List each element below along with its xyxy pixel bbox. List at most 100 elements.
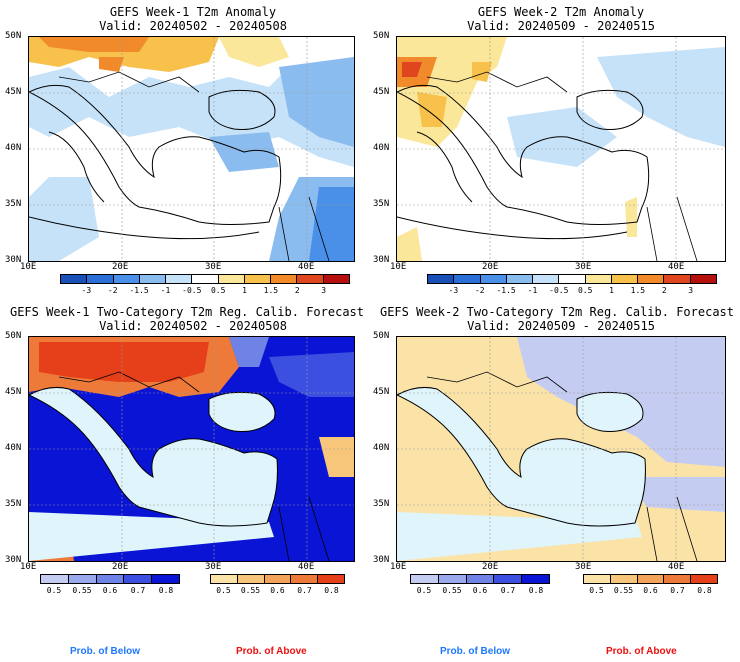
colorbar-swatch xyxy=(559,275,586,283)
lon-label-p2-10e: 10E xyxy=(390,262,407,272)
colorbar-label: 0.55 xyxy=(613,586,634,595)
map-week2-probability-svg xyxy=(397,337,725,561)
lon-label-p4-40e: 40E xyxy=(668,562,685,572)
colorbar-label: 0.7 xyxy=(297,586,312,595)
lat-label-p2-45n: 45N xyxy=(373,87,390,97)
lat-label-p3-50n: 50N xyxy=(5,331,22,341)
lat-label-p2-50n: 50N xyxy=(373,31,390,41)
colorbar-swatch xyxy=(522,575,549,583)
colorbar-swatch xyxy=(61,275,88,283)
lat-label-p3-40n: 40N xyxy=(5,443,22,453)
panel4-title: GEFS Week-2 Two-Category T2m Reg. Calib.… xyxy=(379,305,734,319)
map-week1-anomaly xyxy=(28,36,355,262)
prob-below-colorbar-2: 0.5 0.55 0.6 0.7 0.8 xyxy=(410,574,550,595)
colorbar-label: 0.5 xyxy=(416,586,432,595)
lon-label-p2-20e: 20E xyxy=(482,262,499,272)
prob-above-caption-2: Prob. of Above xyxy=(606,646,677,657)
lat-label-p3-35n: 35N xyxy=(5,499,22,509)
colorbar-label: 3 xyxy=(321,286,327,295)
anomaly-colorbar-2: -3 -2 -1.5 -1 -0.5 0.5 1 1.5 2 3 xyxy=(427,274,717,295)
colorbar-swatch xyxy=(211,575,238,583)
lat-label-p2-40n: 40N xyxy=(373,143,390,153)
colorbar-label: 0.5 xyxy=(589,586,604,595)
map-week2-anomaly-svg xyxy=(397,37,725,261)
colorbar-label: 0.55 xyxy=(442,586,462,595)
colorbar-swatch xyxy=(638,275,665,283)
lat-label-p1-40n: 40N xyxy=(5,143,22,153)
colorbar-swatch xyxy=(291,575,319,583)
colorbar-swatch xyxy=(585,275,612,283)
lon-label-p4-20e: 20E xyxy=(482,562,499,572)
colorbar-label: -2 xyxy=(107,286,118,295)
colorbar-label: -1.5 xyxy=(129,286,149,295)
lat-label-p4-30n: 30N xyxy=(373,555,390,565)
colorbar-label: -0.5 xyxy=(182,286,202,295)
lon-label-p3-20e: 20E xyxy=(112,562,129,572)
panel3-title: GEFS Week-1 Two-Category T2m Reg. Calib.… xyxy=(9,305,364,319)
lat-label-p4-35n: 35N xyxy=(373,499,390,509)
colorbar-swatch xyxy=(428,275,455,283)
colorbar-label: 0.7 xyxy=(500,586,516,595)
lat-label-p3-30n: 30N xyxy=(5,555,22,565)
lon-label-p3-10e: 10E xyxy=(20,562,37,572)
colorbar-swatch xyxy=(96,575,125,583)
prob-below-colorbar-1: 0.5 0.55 0.6 0.7 0.8 xyxy=(40,574,180,595)
colorbar-swatch xyxy=(264,575,292,583)
lat-label-p1-45n: 45N xyxy=(5,87,22,97)
colorbar-swatch xyxy=(610,575,638,583)
colorbar-swatch xyxy=(411,575,439,583)
colorbar-swatch xyxy=(139,275,167,283)
colorbar-label: -1.5 xyxy=(496,286,516,295)
colorbar-label: -3 xyxy=(448,286,459,295)
colorbar-label: 0.8 xyxy=(158,586,174,595)
colorbar-swatch xyxy=(237,575,265,583)
lon-label-p2-30e: 30E xyxy=(575,262,592,272)
lon-label-p4-30e: 30E xyxy=(575,562,592,572)
colorbar-swatch xyxy=(318,575,344,583)
panel2-valid: Valid: 20240509 - 20240515 xyxy=(467,19,655,33)
colorbar-label: 0.6 xyxy=(102,586,118,595)
colorbar-swatch xyxy=(271,275,298,283)
colorbar-swatch xyxy=(611,275,639,283)
lon-label-p1-30e: 30E xyxy=(205,262,222,272)
lat-label-p4-40n: 40N xyxy=(373,443,390,453)
lat-label-p2-35n: 35N xyxy=(373,199,390,209)
colorbar-label: 0.8 xyxy=(324,586,339,595)
panel3-valid: Valid: 20240502 - 20240508 xyxy=(99,319,287,333)
colorbar-swatch xyxy=(480,275,507,283)
colorbar-label: 1.5 xyxy=(263,286,279,295)
colorbar-label: 1 xyxy=(609,286,614,295)
colorbar-swatch xyxy=(466,575,495,583)
prob-below-caption-2: Prob. of Below xyxy=(440,646,510,657)
lat-label-p4-50n: 50N xyxy=(373,331,390,341)
lat-label-p3-45n: 45N xyxy=(5,387,22,397)
colorbar-label: -1 xyxy=(160,286,171,295)
colorbar-label: 1 xyxy=(242,286,247,295)
panel4-valid: Valid: 20240509 - 20240515 xyxy=(467,319,655,333)
colorbar-swatch xyxy=(506,275,534,283)
lat-label-p1-30n: 30N xyxy=(5,255,22,265)
colorbar-label: 0.5 xyxy=(210,286,226,295)
prob-above-colorbar-2: 0.5 0.55 0.6 0.7 0.8 xyxy=(583,574,718,595)
colorbar-label: 0.7 xyxy=(670,586,685,595)
map-week1-anomaly-svg xyxy=(29,37,354,261)
map-week2-probability xyxy=(396,336,726,562)
colorbar-swatch xyxy=(454,275,481,283)
map-week1-probability-svg xyxy=(29,337,354,561)
anomaly-colorbar-1: -3 -2 -1.5 -1 -0.5 0.5 1 1.5 2 3 xyxy=(60,274,350,295)
colorbar-swatch xyxy=(494,575,523,583)
lon-label-p1-10e: 10E xyxy=(20,262,37,272)
colorbar-label: 1.5 xyxy=(630,286,646,295)
lon-label-p1-40e: 40E xyxy=(298,262,315,272)
colorbar-swatch xyxy=(166,275,193,283)
colorbar-swatch xyxy=(690,275,716,283)
lon-label-p3-40e: 40E xyxy=(298,562,315,572)
colorbar-label: -3 xyxy=(81,286,92,295)
lon-label-p1-20e: 20E xyxy=(112,262,129,272)
prob-above-colorbar-1: 0.5 0.55 0.6 0.7 0.8 xyxy=(210,574,345,595)
colorbar-label: 0.7 xyxy=(130,586,146,595)
colorbar-swatch xyxy=(664,575,692,583)
colorbar-label: 0.55 xyxy=(72,586,92,595)
colorbar-swatch xyxy=(664,275,691,283)
panel2-title: GEFS Week-2 T2m Anomaly xyxy=(477,5,645,19)
